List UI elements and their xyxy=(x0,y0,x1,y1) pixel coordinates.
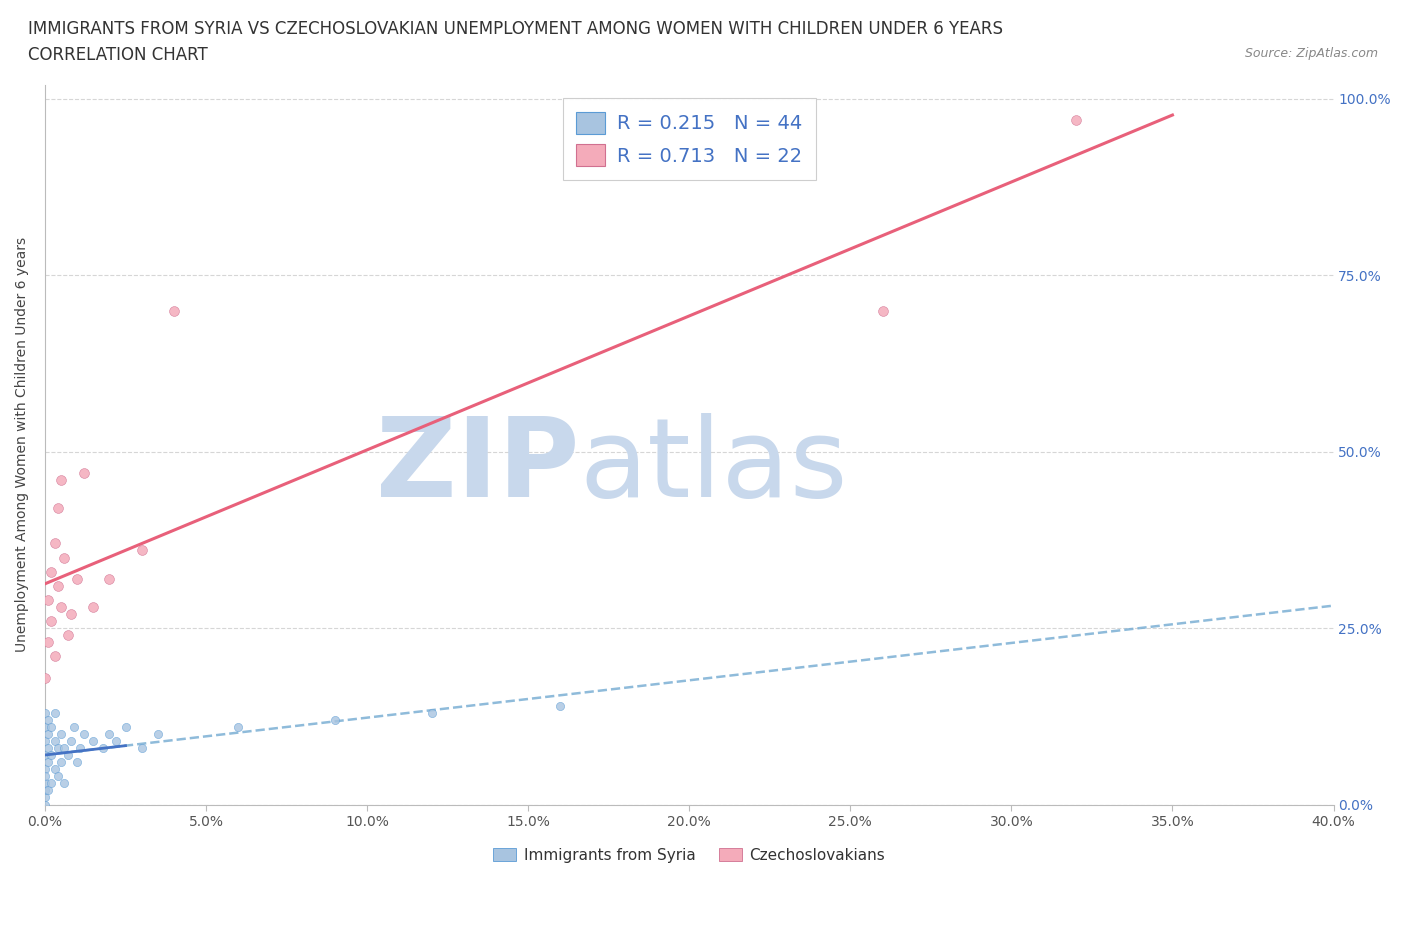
Point xyxy=(131,543,153,558)
Point xyxy=(59,734,82,749)
Point xyxy=(59,606,82,621)
Point xyxy=(34,776,56,790)
Point xyxy=(114,720,136,735)
Point xyxy=(34,748,56,763)
Point xyxy=(550,698,572,713)
Point xyxy=(104,734,127,749)
Point xyxy=(323,712,346,727)
Point xyxy=(49,472,72,487)
Point xyxy=(1064,113,1087,127)
Point xyxy=(41,776,63,790)
Point xyxy=(82,600,104,615)
Point xyxy=(34,769,56,784)
Point xyxy=(44,536,66,551)
Text: IMMIGRANTS FROM SYRIA VS CZECHOSLOVAKIAN UNEMPLOYMENT AMONG WOMEN WITH CHILDREN : IMMIGRANTS FROM SYRIA VS CZECHOSLOVAKIAN… xyxy=(28,20,1002,38)
Point xyxy=(37,592,59,607)
Point xyxy=(41,720,63,735)
Point xyxy=(82,734,104,749)
Point xyxy=(37,635,59,650)
Point xyxy=(98,571,121,586)
Point xyxy=(46,740,69,755)
Point xyxy=(34,797,56,812)
Point xyxy=(37,712,59,727)
Point xyxy=(34,705,56,720)
Point xyxy=(34,671,56,685)
Point xyxy=(63,720,86,735)
Point xyxy=(34,734,56,749)
Point xyxy=(72,465,94,480)
Point xyxy=(69,740,91,755)
Point xyxy=(34,783,56,798)
Point xyxy=(46,769,69,784)
Point xyxy=(226,720,249,735)
Point xyxy=(146,726,169,741)
Point xyxy=(34,720,56,735)
Point xyxy=(46,578,69,593)
Point xyxy=(37,726,59,741)
Text: atlas: atlas xyxy=(579,413,848,520)
Text: ZIP: ZIP xyxy=(377,413,579,520)
Point xyxy=(53,551,76,565)
Point xyxy=(34,762,56,777)
Point xyxy=(53,776,76,790)
Point xyxy=(49,755,72,770)
Point xyxy=(872,303,894,318)
Point xyxy=(420,705,443,720)
Point xyxy=(44,734,66,749)
Point xyxy=(37,740,59,755)
Point xyxy=(49,726,72,741)
Point xyxy=(37,783,59,798)
Point xyxy=(41,748,63,763)
Point xyxy=(131,740,153,755)
Point xyxy=(91,740,114,755)
Text: CORRELATION CHART: CORRELATION CHART xyxy=(28,46,208,64)
Text: Source: ZipAtlas.com: Source: ZipAtlas.com xyxy=(1244,46,1378,60)
Point xyxy=(41,565,63,579)
Point xyxy=(46,500,69,515)
Point xyxy=(49,600,72,615)
Point xyxy=(37,755,59,770)
Point xyxy=(56,748,79,763)
Point xyxy=(41,614,63,629)
Legend: Immigrants from Syria, Czechoslovakians: Immigrants from Syria, Czechoslovakians xyxy=(488,842,891,869)
Point xyxy=(44,705,66,720)
Y-axis label: Unemployment Among Women with Children Under 6 years: Unemployment Among Women with Children U… xyxy=(15,237,30,652)
Point xyxy=(66,755,89,770)
Point xyxy=(44,649,66,664)
Point xyxy=(98,726,121,741)
Point xyxy=(66,571,89,586)
Point xyxy=(44,762,66,777)
Point xyxy=(56,628,79,643)
Point xyxy=(72,726,94,741)
Point xyxy=(53,740,76,755)
Point xyxy=(163,303,186,318)
Point xyxy=(34,790,56,804)
